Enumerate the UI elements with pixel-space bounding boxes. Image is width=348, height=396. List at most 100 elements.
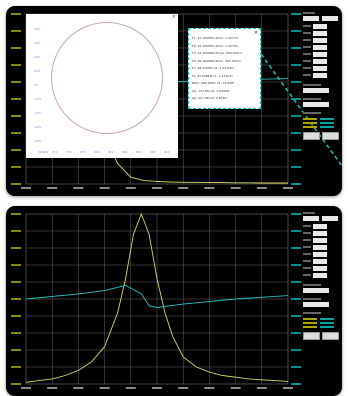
x-tick-label (73, 387, 84, 389)
smith-chart-popup[interactable]: × 0.8% 0.6% 0.4% 0.2% 0% -0.2% -0.4% -0.6% -0.8%… (26, 14, 178, 158)
x-tick-label (230, 387, 241, 389)
control-field[interactable] (313, 45, 327, 50)
readout-cyan (320, 122, 334, 124)
marker-row: Fs: 97.60MHz L1: 1.131mH (192, 73, 233, 78)
control-field[interactable] (313, 238, 327, 243)
control-label (303, 39, 311, 41)
smith-y-tick: 0% (34, 84, 38, 87)
x-tick-label (230, 187, 241, 189)
control-field[interactable] (313, 245, 327, 250)
control-field[interactable] (313, 59, 327, 64)
close-icon[interactable]: × (171, 14, 176, 20)
smith-x-tick: 99.0 (164, 151, 170, 154)
x-tick-label (152, 387, 162, 389)
smith-x-tick: 98.6 (136, 151, 142, 154)
control-field[interactable] (303, 216, 319, 221)
analyzer-window-bottom (6, 206, 342, 396)
y-tick-label-left (11, 230, 21, 232)
control-field[interactable] (322, 216, 338, 221)
smith-x-tick: 98.2 (108, 151, 114, 154)
control-button[interactable] (322, 332, 339, 340)
control-field[interactable] (313, 259, 327, 264)
x-tick-label (152, 187, 162, 189)
smith-y-tick: -0.4% (34, 112, 42, 115)
x-tick-label (204, 387, 215, 389)
x-tick-label (125, 387, 136, 389)
control-field[interactable] (313, 224, 327, 229)
marker-row: F3: 97.300MHz Rmax: 800.0Ohm (192, 51, 242, 55)
y-tick-label-right (291, 230, 301, 232)
marker-row: Fo: 98.10MHz Q1: 1.011kHz (192, 66, 234, 70)
control-label (303, 67, 311, 69)
control-field[interactable] (303, 88, 329, 93)
smith-y-tick: -0.6% (34, 126, 42, 129)
control-button[interactable] (303, 132, 320, 140)
x-tick-label (283, 387, 293, 389)
control-field[interactable] (303, 288, 329, 293)
y-tick-label-left (11, 281, 21, 283)
smith-x-tick: 98.0 (94, 151, 100, 154)
control-label (303, 84, 321, 86)
control-label (303, 225, 311, 227)
smith-y-tick: 0.2% (34, 70, 41, 73)
smith-y-tick: 0.6% (34, 42, 41, 45)
control-field[interactable] (313, 252, 327, 257)
control-field[interactable] (322, 16, 338, 21)
marker-row: F1: 97.100MHz Zmin: 1.0077% (192, 36, 239, 40)
control-field[interactable] (313, 66, 327, 71)
smith-x-tick: 97.4 (52, 151, 58, 154)
control-label (303, 112, 321, 114)
y-tick-label-left (11, 315, 21, 317)
control-field[interactable] (313, 73, 327, 78)
y-tick-label-right (291, 183, 301, 185)
control-label (303, 46, 311, 48)
sweep-plot-bottom (11, 212, 301, 389)
close-icon[interactable]: × (253, 30, 258, 36)
y-tick-label-left (11, 332, 21, 334)
control-button[interactable] (322, 132, 339, 140)
control-label (303, 25, 311, 27)
control-button[interactable] (303, 332, 320, 340)
readout-yellow (303, 118, 317, 120)
readout-yellow (303, 318, 317, 320)
marker-table-popup[interactable]: × F1: 97.100MHz Zmin: 1.0077% F2: 97.200M… (188, 28, 261, 109)
y-tick-label-left (11, 383, 21, 385)
x-tick-label (73, 187, 84, 189)
control-label (303, 212, 315, 214)
y-tick-label-right (291, 247, 301, 249)
y-tick-label-left (11, 47, 21, 49)
control-field[interactable] (313, 273, 327, 278)
control-label (303, 239, 311, 241)
smith-x-tick: 98.9kHz (38, 151, 49, 154)
control-field[interactable] (313, 31, 327, 36)
control-label (303, 312, 321, 314)
control-field[interactable] (313, 24, 327, 29)
y-tick-label-left (11, 132, 21, 134)
y-tick-label-left (11, 183, 21, 185)
readout-cyan (320, 318, 334, 320)
analyzer-window-top: × 0.8% 0.6% 0.4% 0.2% 0% -0.2% -0.4% -0.6% -0.8%… (6, 6, 342, 196)
control-sidebar-top (300, 6, 342, 196)
smith-y-tick: -0.8% (34, 140, 42, 143)
control-field[interactable] (313, 38, 327, 43)
control-field[interactable] (313, 231, 327, 236)
y-tick-label-left (11, 149, 21, 151)
y-tick-label-left (11, 13, 21, 15)
control-label (303, 53, 311, 55)
control-label (303, 60, 311, 62)
readout-cyan (320, 322, 334, 324)
control-field[interactable] (303, 102, 329, 107)
smith-x-tick: 97.6 (66, 151, 72, 154)
x-tick-label (256, 187, 267, 189)
control-field[interactable] (303, 16, 319, 21)
smith-x-tick: 98.4 (122, 151, 128, 154)
control-field[interactable] (313, 52, 327, 57)
control-label (303, 12, 315, 14)
smith-x-tick: 97.8 (80, 151, 86, 154)
marker-row: BW3: 992.9MHz C1: 16.40fF (192, 81, 235, 85)
y-tick-label-left (11, 247, 21, 249)
control-field[interactable] (303, 302, 329, 307)
x-tick-label (125, 187, 136, 189)
readout-cyan (320, 126, 334, 128)
control-field[interactable] (313, 266, 327, 271)
